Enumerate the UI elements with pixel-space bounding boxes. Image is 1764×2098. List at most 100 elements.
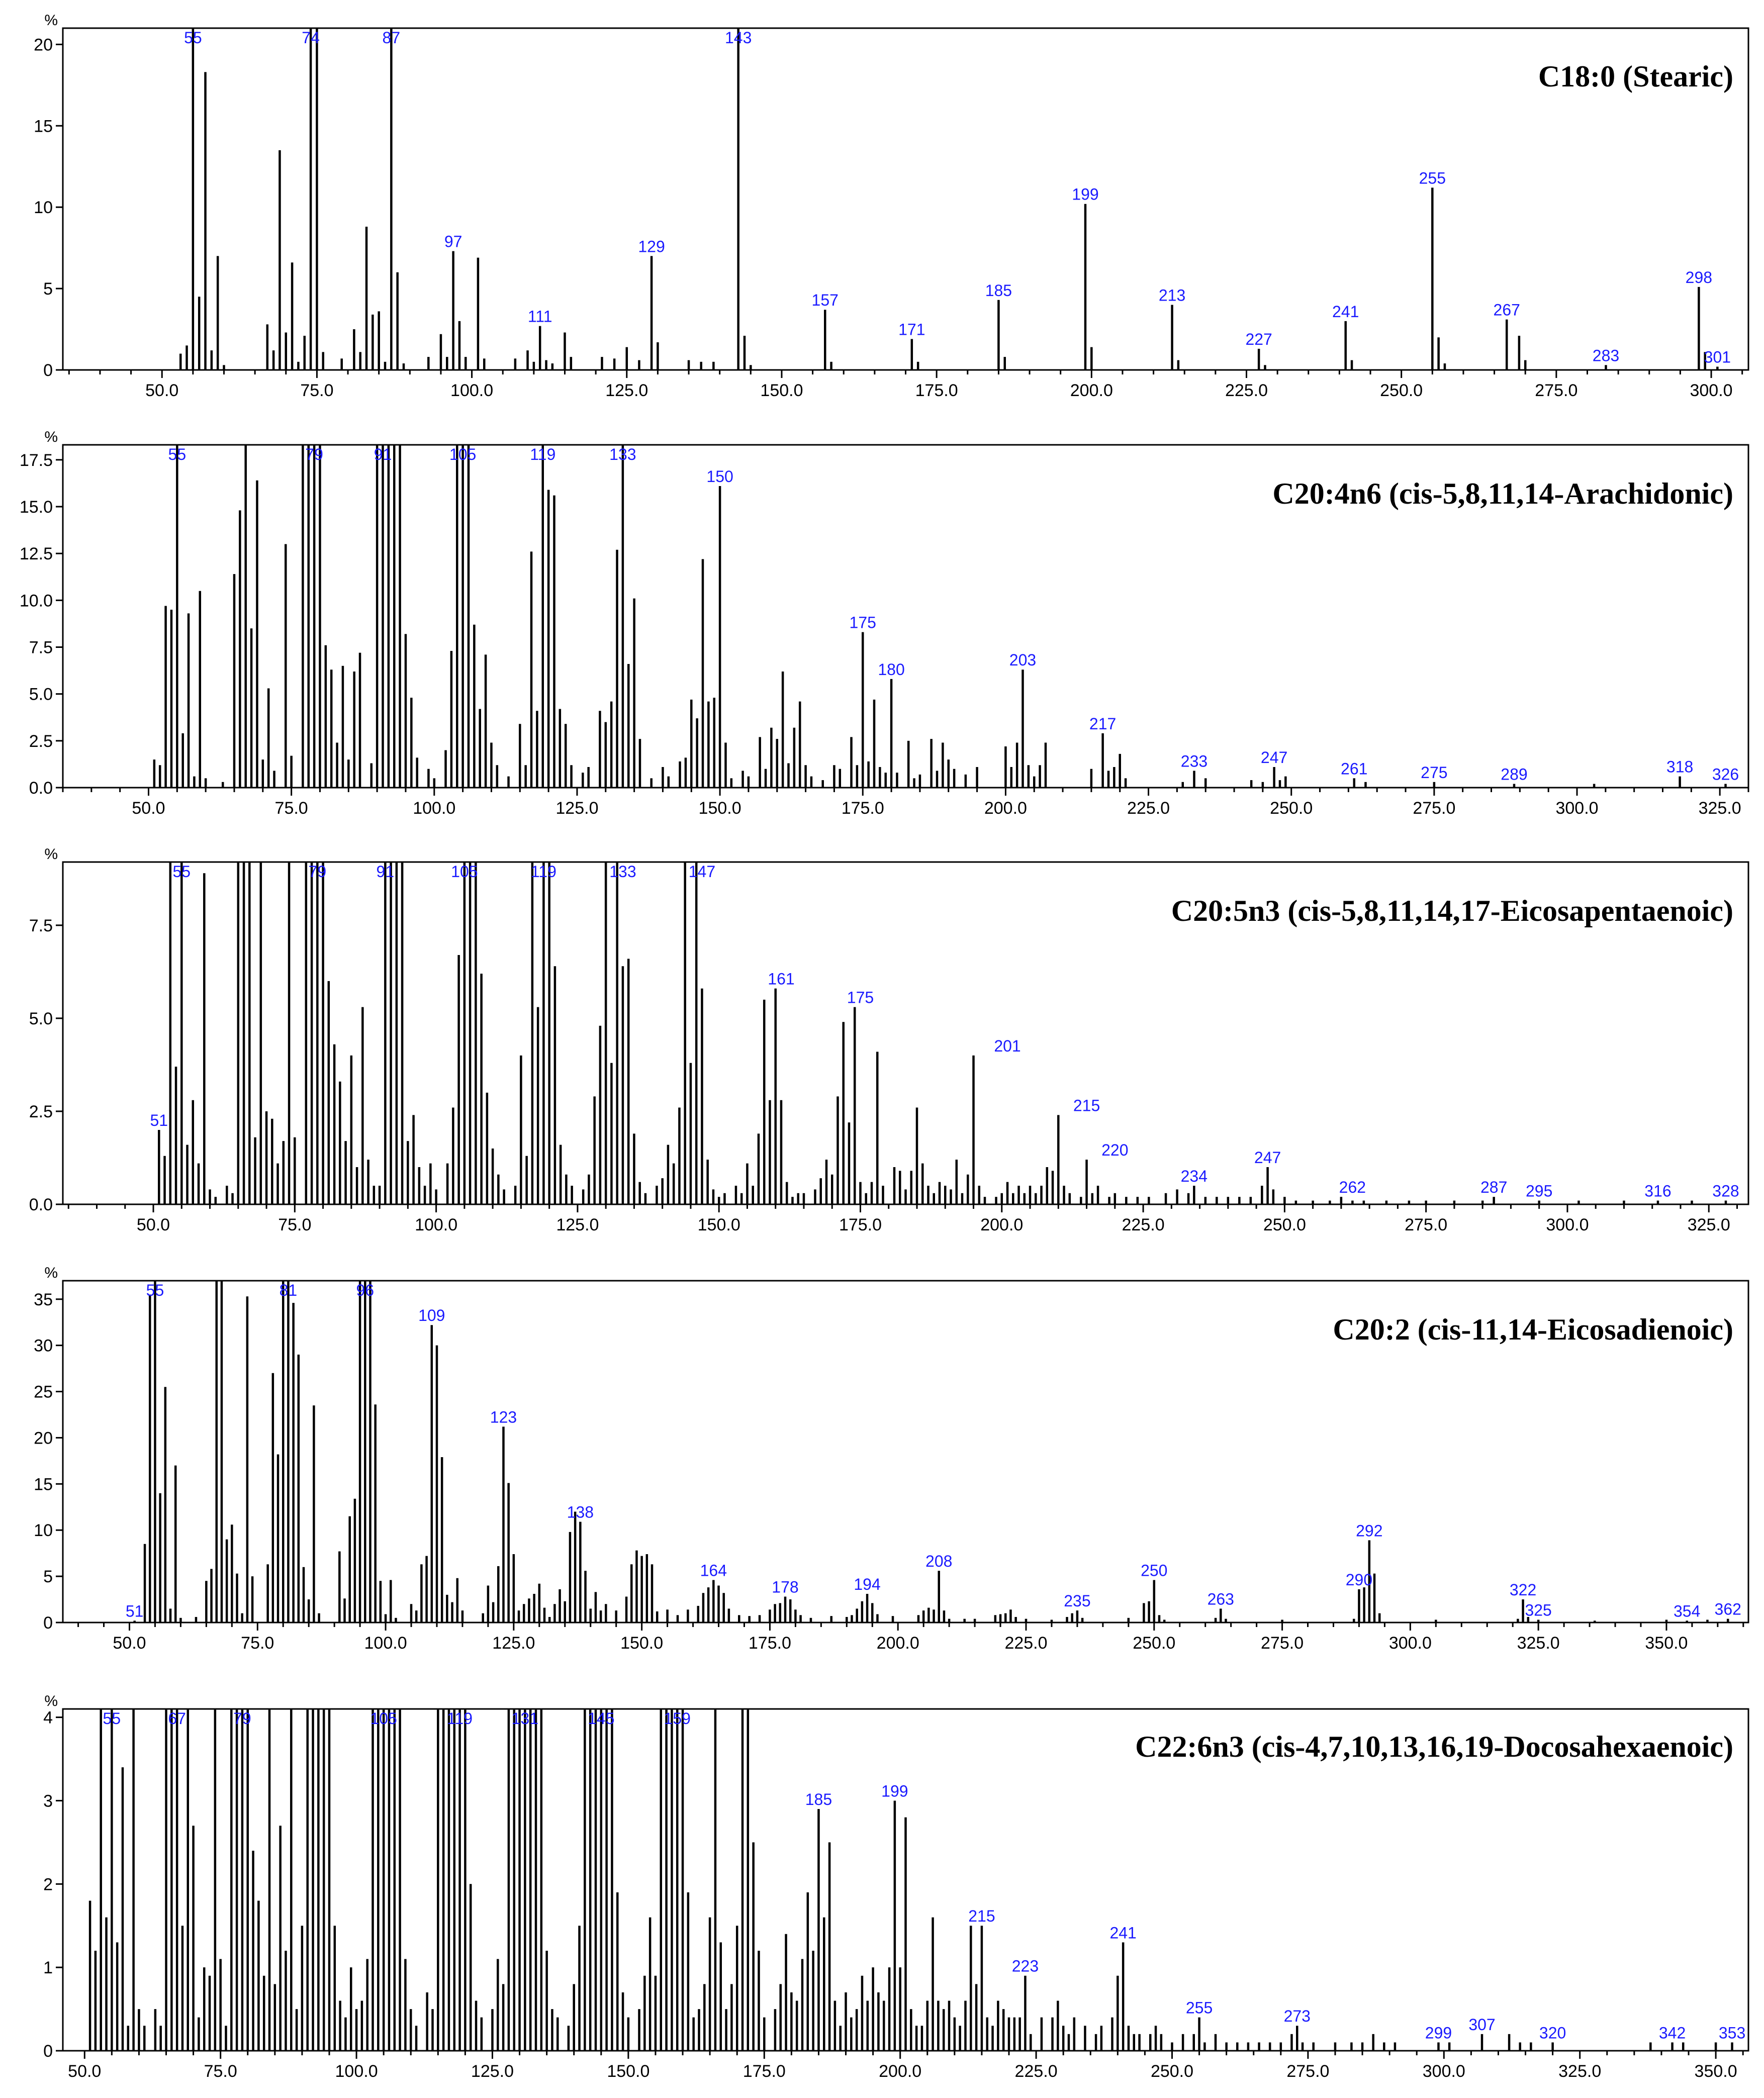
chart-title: C22:6n3 (cis-4,7,10,13,16,19-Docosahexae… <box>1135 1730 1733 1763</box>
peak-label: 175 <box>847 989 874 1007</box>
peak-label: 185 <box>985 281 1012 300</box>
y-unit-label: % <box>44 1265 58 1281</box>
x-tick-label: 250.0 <box>1133 1634 1175 1653</box>
peak-label: 119 <box>447 1709 473 1728</box>
x-tick-label: 250.0 <box>1263 1215 1306 1234</box>
peak-label: 150 <box>706 467 733 486</box>
peak-label: 133 <box>609 445 636 463</box>
peak-label: 215 <box>968 1907 995 1925</box>
x-tick-label: 100.0 <box>335 2062 378 2081</box>
peak-label: 51 <box>150 1111 168 1129</box>
chart-title: C18:0 (Stearic) <box>1538 60 1733 93</box>
peak-label: 320 <box>1539 2024 1566 2042</box>
peak-label: 55 <box>103 1709 121 1728</box>
x-tick-label: 300.0 <box>1389 1634 1432 1653</box>
y-tick-label: 7.5 <box>29 916 53 935</box>
chart-panel-2: % 0.0 2.5 5.0 7.5 10.0 12.5 15.0 17.5 50.0 75.0 100… <box>20 429 1749 818</box>
peak-label: 109 <box>418 1306 445 1324</box>
peak-label: 55 <box>172 863 191 881</box>
y-tick-label: 0.0 <box>29 1195 53 1214</box>
y-tick-label: 12.5 <box>20 544 53 563</box>
x-tick-label: 75.0 <box>204 2062 237 2081</box>
peak-label: 255 <box>1186 1999 1213 2017</box>
chart-title: C20:2 (cis-11,14-Eicosadienoic) <box>1333 1313 1733 1346</box>
peak-label: 138 <box>567 1503 594 1521</box>
x-tick-label: 100.0 <box>413 799 455 818</box>
peak-label: 267 <box>1494 301 1520 319</box>
peak-label: 185 <box>805 1790 832 1808</box>
peak-label: 51 <box>126 1602 144 1620</box>
x-tick-label: 50.0 <box>132 799 165 818</box>
peak-label: 55 <box>146 1281 164 1299</box>
peak-label: 143 <box>725 29 752 47</box>
peak-label: 263 <box>1208 1590 1234 1608</box>
x-tick-label: 300.0 <box>1423 2062 1465 2081</box>
y-tick-label: 2.5 <box>29 732 53 751</box>
x-tick-label: 325.0 <box>1699 799 1741 818</box>
peak-label: 290 <box>1346 1571 1372 1589</box>
x-tick-label: 50.0 <box>137 1215 170 1234</box>
x-tick-label: 175.0 <box>743 2062 786 2081</box>
y-tick-label: 3 <box>43 1791 53 1810</box>
peak-label: 298 <box>1686 268 1712 287</box>
chart-title: C20:5n3 (cis-5,8,11,14,17-Eicosapentaeno… <box>1171 894 1733 927</box>
x-tick-label: 200.0 <box>877 1634 919 1653</box>
peak-label: 299 <box>1425 2024 1452 2042</box>
x-tick-label: 125.0 <box>471 2062 514 2081</box>
peak-label: 81 <box>280 1281 298 1299</box>
x-tick-label: 75.0 <box>241 1634 274 1653</box>
peak-label: 273 <box>1284 2007 1311 2025</box>
chart-title: C20:4n6 (cis-5,8,11,14-Arachidonic) <box>1272 477 1733 510</box>
y-tick-label: 7.5 <box>29 638 53 657</box>
peak-label: 316 <box>1644 1182 1671 1200</box>
y-tick-label: 10 <box>34 198 53 217</box>
x-tick-label: 125.0 <box>555 799 598 818</box>
y-unit-label: % <box>44 1693 58 1709</box>
x-tick-label: 125.0 <box>556 1215 599 1234</box>
x-tick-label: 250.0 <box>1270 799 1313 818</box>
peak-label: 227 <box>1245 330 1272 348</box>
peak-label: 133 <box>609 863 636 881</box>
y-tick-label: 4 <box>43 1708 53 1728</box>
x-tick-label: 175.0 <box>915 381 958 400</box>
plot-frame <box>62 444 1749 789</box>
y-tick-label: 0 <box>43 361 53 380</box>
peak-label: 220 <box>1101 1141 1128 1159</box>
x-tick-label: 50.0 <box>113 1634 146 1653</box>
x-tick-label: 175.0 <box>749 1634 791 1653</box>
peak-label: 328 <box>1712 1182 1739 1200</box>
peak-label: 362 <box>1715 1600 1741 1618</box>
peak-label: 287 <box>1480 1178 1507 1196</box>
y-unit-label: % <box>44 846 58 863</box>
y-tick-label: 30 <box>34 1337 53 1356</box>
peak-label: 199 <box>1072 185 1098 204</box>
x-tick-label: 50.0 <box>145 381 178 400</box>
y-tick-label: 0 <box>43 1613 53 1633</box>
peak-label: 289 <box>1501 766 1527 784</box>
y-tick-label: 25 <box>34 1383 53 1402</box>
peak-label: 217 <box>1089 715 1116 733</box>
x-tick-label: 250.0 <box>1380 381 1423 400</box>
x-tick-label: 150.0 <box>607 2062 649 2081</box>
y-tick-label: 0 <box>43 2042 53 2061</box>
peak-label: 342 <box>1659 2024 1686 2042</box>
x-tick-label: 300.0 <box>1555 799 1598 818</box>
y-tick-label: 15.0 <box>20 498 53 517</box>
x-tick-label: 125.0 <box>605 381 648 400</box>
chart-panel-5: % 0 1 2 3 4 50.0 75.0 100.0 125.0 150.0 175.0 200.0 2… <box>43 1693 1749 2081</box>
y-tick-label: 10.0 <box>20 591 53 610</box>
peak-label: 175 <box>850 614 876 632</box>
peak-label: 97 <box>444 233 462 251</box>
peak-label: 208 <box>925 1552 952 1570</box>
peak-label: 96 <box>356 1281 375 1299</box>
peak-label: 105 <box>451 863 478 881</box>
peak-label: 145 <box>588 1709 614 1728</box>
peak-label: 55 <box>168 445 187 463</box>
peak-label: 79 <box>309 863 327 881</box>
x-tick-label: 75.0 <box>300 381 333 400</box>
peak-label: 275 <box>1421 764 1447 782</box>
y-tick-label: 17.5 <box>20 451 53 470</box>
x-tick-label: 75.0 <box>278 1215 311 1234</box>
x-tick-label: 275.0 <box>1405 1215 1447 1234</box>
peak-label: 161 <box>768 970 794 988</box>
